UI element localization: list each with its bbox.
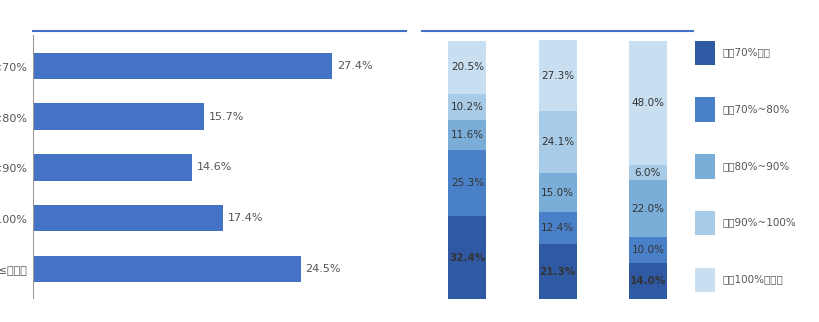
Bar [695, 154, 714, 179]
Bar [628, 237, 666, 263]
Text: 14.0%: 14.0% [629, 276, 665, 286]
Bar [538, 212, 576, 244]
Text: 10.0%: 10.0% [631, 245, 663, 255]
Text: 15.0%: 15.0% [541, 188, 573, 198]
Bar [538, 40, 576, 111]
Text: 14.6%: 14.6% [197, 162, 232, 173]
Text: 25.3%: 25.3% [450, 178, 483, 188]
Text: 6.0%: 6.0% [634, 168, 660, 178]
Bar [538, 244, 576, 299]
Text: 21.3%: 21.3% [539, 267, 575, 277]
Bar [695, 268, 714, 292]
Bar [448, 150, 486, 216]
Text: 15.7%: 15.7% [209, 112, 244, 122]
Text: 17.4%: 17.4% [227, 213, 263, 223]
Text: 27.4%: 27.4% [337, 61, 372, 71]
Bar [33, 154, 192, 181]
Text: 24.1%: 24.1% [541, 137, 573, 147]
Bar [33, 256, 301, 282]
Text: 24.5%: 24.5% [305, 264, 340, 274]
Text: 完成80%~90%: 完成80%~90% [722, 161, 789, 171]
Text: 32.4%: 32.4% [449, 252, 485, 262]
Bar [448, 120, 486, 150]
Bar [33, 53, 332, 79]
Bar [538, 173, 576, 212]
Bar [628, 263, 666, 299]
Bar [448, 216, 486, 299]
Bar [33, 103, 204, 130]
Text: 完成100%及以上: 完成100%及以上 [722, 274, 782, 284]
Text: 12.4%: 12.4% [541, 223, 573, 233]
Text: 27.3%: 27.3% [541, 71, 573, 81]
Text: 完成70%~80%: 完成70%~80% [722, 104, 789, 114]
Text: 完成70%以下: 完成70%以下 [722, 47, 770, 57]
Text: 完成90%~100%: 完成90%~100% [722, 218, 795, 228]
Bar [448, 94, 486, 120]
Bar [538, 111, 576, 173]
Bar [695, 41, 714, 65]
Bar [695, 98, 714, 122]
Text: 11.6%: 11.6% [450, 130, 483, 140]
Text: 10.2%: 10.2% [450, 102, 483, 112]
Bar [628, 41, 666, 165]
Bar [695, 211, 714, 235]
Bar [628, 165, 666, 180]
Bar [33, 205, 223, 232]
Text: 22.0%: 22.0% [631, 204, 663, 214]
Text: 20.5%: 20.5% [450, 62, 483, 72]
Text: 48.0%: 48.0% [631, 98, 663, 108]
Bar [628, 180, 666, 237]
Bar [448, 41, 486, 94]
